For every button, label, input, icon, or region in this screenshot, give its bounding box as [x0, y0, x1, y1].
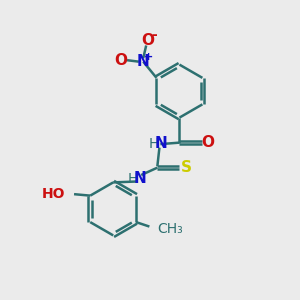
Text: H: H [148, 136, 159, 151]
Text: H: H [127, 172, 137, 186]
Text: N: N [155, 136, 168, 151]
Text: N: N [134, 171, 147, 186]
Text: O: O [202, 135, 214, 150]
Text: O: O [141, 33, 154, 48]
Text: +: + [144, 52, 153, 62]
Text: N: N [137, 54, 150, 69]
Text: S: S [180, 160, 191, 175]
Text: -: - [152, 28, 157, 42]
Text: CH₃: CH₃ [157, 223, 182, 236]
Text: O: O [115, 53, 128, 68]
Text: HO: HO [42, 187, 65, 201]
